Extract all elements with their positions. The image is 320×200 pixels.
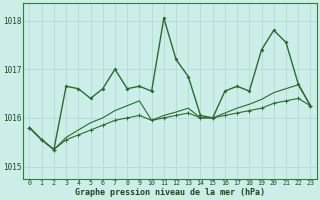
X-axis label: Graphe pression niveau de la mer (hPa): Graphe pression niveau de la mer (hPa) xyxy=(75,188,265,197)
